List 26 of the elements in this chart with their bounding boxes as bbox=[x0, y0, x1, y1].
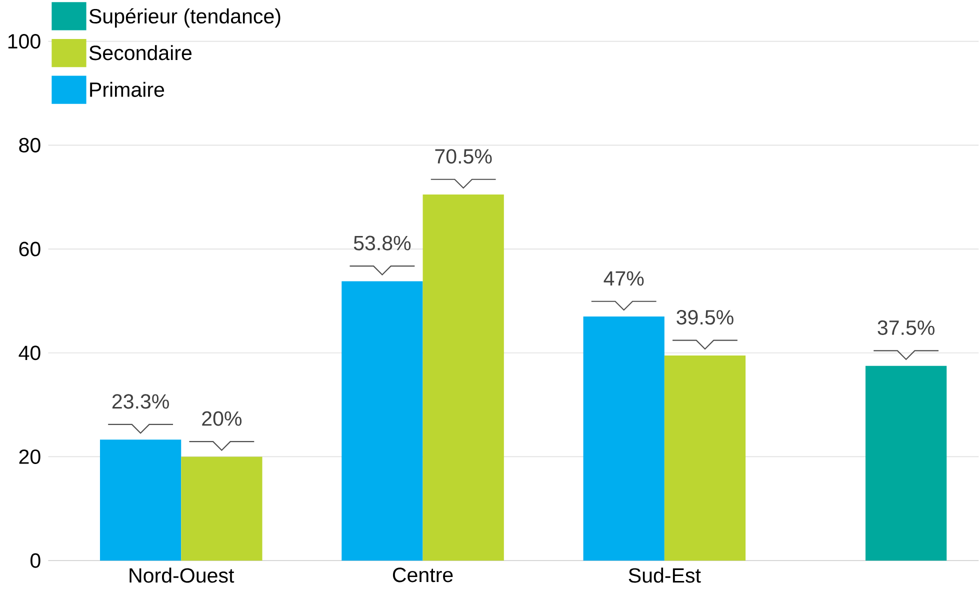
legend-label: Supérieur (tendance) bbox=[89, 8, 280, 28]
bar bbox=[583, 316, 664, 561]
data-label: 20% bbox=[202, 412, 242, 426]
x-tick-label: Centre bbox=[392, 568, 453, 582]
data-label: 47% bbox=[604, 271, 644, 286]
y-tick-label: 0 bbox=[30, 554, 40, 568]
y-tick-label: 20 bbox=[19, 450, 40, 464]
bar bbox=[664, 356, 746, 561]
x-tick-label: Sud-Est bbox=[628, 568, 701, 583]
bar bbox=[866, 366, 947, 561]
x-tick-label: Nord-Ouest bbox=[130, 568, 234, 583]
y-tick-label: 80 bbox=[19, 138, 40, 153]
bar bbox=[342, 281, 423, 561]
data-label: 23.3% bbox=[112, 394, 169, 409]
legend-label: Primaire bbox=[90, 82, 164, 98]
data-label: 37.5% bbox=[878, 320, 934, 336]
y-tick-label: 100 bbox=[8, 34, 40, 49]
y-tick-label: 40 bbox=[18, 346, 40, 360]
data-label: 39.5% bbox=[676, 310, 734, 325]
bar bbox=[100, 440, 182, 561]
bar bbox=[422, 194, 504, 561]
y-tick-label: 60 bbox=[19, 242, 40, 257]
bar bbox=[181, 456, 262, 561]
legend-label: Secondaire bbox=[89, 45, 192, 60]
data-label: 53.8% bbox=[354, 236, 411, 251]
data-label: 70.5% bbox=[435, 149, 492, 164]
